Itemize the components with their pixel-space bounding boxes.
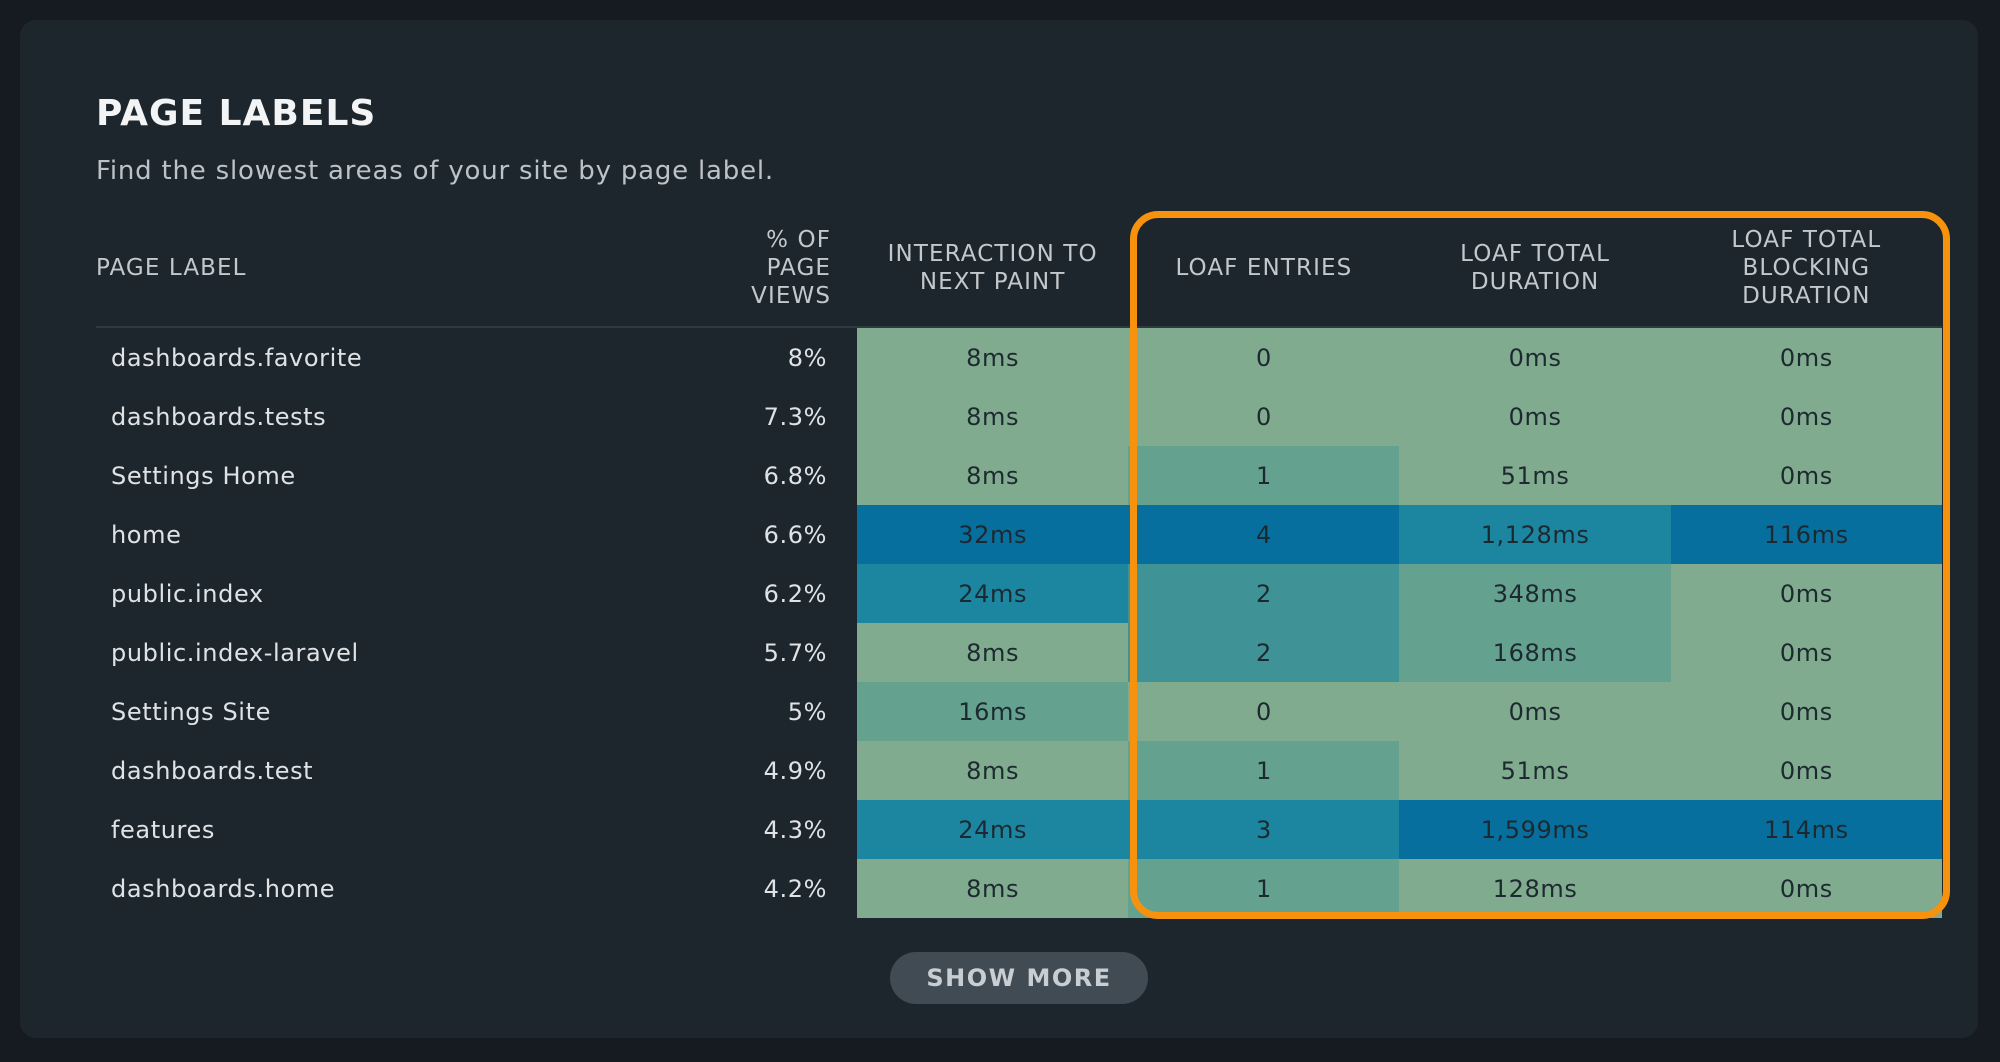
cell-loaf-blocking: 114ms (1670, 800, 1942, 859)
cell-loaf-entries: 2 (1128, 623, 1400, 682)
cell-inp: 8ms (857, 741, 1129, 800)
table-row[interactable]: home 6.6% 32ms 4 1,128ms 116ms (96, 505, 1942, 564)
table-row[interactable]: dashboards.test 4.9% 8ms 1 51ms 0ms (96, 741, 1942, 800)
cell-page-label[interactable]: features (111, 815, 215, 844)
cell-page-label[interactable]: dashboards.tests (111, 402, 327, 431)
cell-page-label[interactable]: home (111, 520, 182, 549)
cell-page-label[interactable]: public.index (111, 579, 264, 608)
cell-loaf-entries: 1 (1128, 446, 1400, 505)
cell-loaf-blocking: 0ms (1670, 741, 1942, 800)
cell-inp: 8ms (857, 859, 1129, 918)
cell-loaf-duration: 128ms (1399, 859, 1671, 918)
cell-page-views: 8% (787, 343, 828, 372)
cell-inp: 16ms (857, 682, 1129, 741)
cell-page-views: 5.7% (763, 638, 828, 667)
cell-loaf-blocking: 0ms (1670, 387, 1942, 446)
show-more-button[interactable]: SHOW MORE (890, 952, 1148, 1004)
cell-page-views: 7.3% (763, 402, 828, 431)
cell-page-views: 6.6% (763, 520, 828, 549)
cell-loaf-blocking: 0ms (1670, 859, 1942, 918)
cell-page-views: 4.2% (763, 874, 828, 903)
cell-loaf-blocking: 0ms (1670, 327, 1942, 387)
cell-loaf-entries: 3 (1128, 800, 1400, 859)
cell-inp: 24ms (857, 800, 1129, 859)
table-row[interactable]: Settings Home 6.8% 8ms 1 51ms 0ms (96, 446, 1942, 505)
cell-loaf-entries: 0 (1128, 387, 1400, 446)
cell-loaf-entries: 2 (1128, 564, 1400, 623)
cell-loaf-duration: 1,599ms (1399, 800, 1671, 859)
column-header-loaf-total-duration[interactable]: LOAF TOTAL DURATION (1399, 210, 1671, 328)
cell-page-views: 5% (787, 697, 828, 726)
cell-loaf-duration: 51ms (1399, 741, 1671, 800)
cell-loaf-duration: 1,128ms (1399, 505, 1671, 564)
cell-loaf-blocking: 0ms (1670, 623, 1942, 682)
cell-page-views: 4.9% (763, 756, 828, 785)
cell-inp: 24ms (857, 564, 1129, 623)
column-header-loaf-entries[interactable]: LOAF ENTRIES (1128, 210, 1400, 328)
cell-inp: 32ms (857, 505, 1129, 564)
cell-page-label[interactable]: Settings Home (111, 461, 296, 490)
table-row[interactable]: Settings Site 5% 16ms 0 0ms 0ms (96, 682, 1942, 741)
cell-loaf-entries: 0 (1128, 682, 1400, 741)
cell-loaf-duration: 348ms (1399, 564, 1671, 623)
cell-loaf-blocking: 0ms (1670, 446, 1942, 505)
cell-loaf-blocking: 0ms (1670, 682, 1942, 741)
table-row[interactable]: public.index 6.2% 24ms 2 348ms 0ms (96, 564, 1942, 623)
cell-loaf-entries: 1 (1128, 859, 1400, 918)
cell-loaf-duration: 168ms (1399, 623, 1671, 682)
cell-page-label[interactable]: dashboards.home (111, 874, 336, 903)
section-title: PAGE LABELS (96, 93, 377, 134)
column-header-page-views[interactable]: % OF PAGE VIEWS (682, 210, 858, 328)
cell-loaf-entries: 1 (1128, 741, 1400, 800)
cell-loaf-duration: 0ms (1399, 327, 1671, 387)
cell-inp: 8ms (857, 623, 1129, 682)
cell-loaf-duration: 51ms (1399, 446, 1671, 505)
cell-inp: 8ms (857, 446, 1129, 505)
column-header-page-label[interactable]: PAGE LABEL (96, 210, 683, 328)
table-row[interactable]: features 4.3% 24ms 3 1,599ms 114ms (96, 800, 1942, 859)
table-row[interactable]: dashboards.favorite 8% 8ms 0 0ms 0ms (96, 327, 1942, 387)
page-labels-card: PAGE LABELS Find the slowest areas of yo… (20, 20, 1978, 1038)
section-subtitle: Find the slowest areas of your site by p… (96, 156, 774, 186)
cell-loaf-blocking: 0ms (1670, 564, 1942, 623)
table-row[interactable]: dashboards.home 4.2% 8ms 1 128ms 0ms (96, 859, 1942, 918)
cell-page-label[interactable]: public.index-laravel (111, 638, 359, 667)
cell-inp: 8ms (857, 387, 1129, 446)
cell-loaf-entries: 4 (1128, 505, 1400, 564)
cell-loaf-blocking: 116ms (1670, 505, 1942, 564)
table-row[interactable]: public.index-laravel 5.7% 8ms 2 168ms 0ms (96, 623, 1942, 682)
cell-page-label[interactable]: Settings Site (111, 697, 271, 726)
table-header-row: PAGE LABEL % OF PAGE VIEWS INTERACTION T… (96, 210, 1942, 328)
cell-loaf-entries: 0 (1128, 327, 1400, 387)
cell-loaf-duration: 0ms (1399, 387, 1671, 446)
cell-page-label[interactable]: dashboards.test (111, 756, 314, 785)
page-labels-table: PAGE LABEL % OF PAGE VIEWS INTERACTION T… (96, 210, 1942, 918)
cell-page-views: 4.3% (763, 815, 828, 844)
table-row[interactable]: dashboards.tests 7.3% 8ms 0 0ms 0ms (96, 387, 1942, 446)
cell-page-label[interactable]: dashboards.favorite (111, 343, 363, 372)
cell-page-views: 6.2% (763, 579, 828, 608)
cell-page-views: 6.8% (763, 461, 828, 490)
cell-inp: 8ms (857, 327, 1129, 387)
column-header-loaf-blocking-duration[interactable]: LOAF TOTAL BLOCKING DURATION (1670, 210, 1942, 328)
cell-loaf-duration: 0ms (1399, 682, 1671, 741)
column-header-inp[interactable]: INTERACTION TO NEXT PAINT (857, 210, 1129, 328)
